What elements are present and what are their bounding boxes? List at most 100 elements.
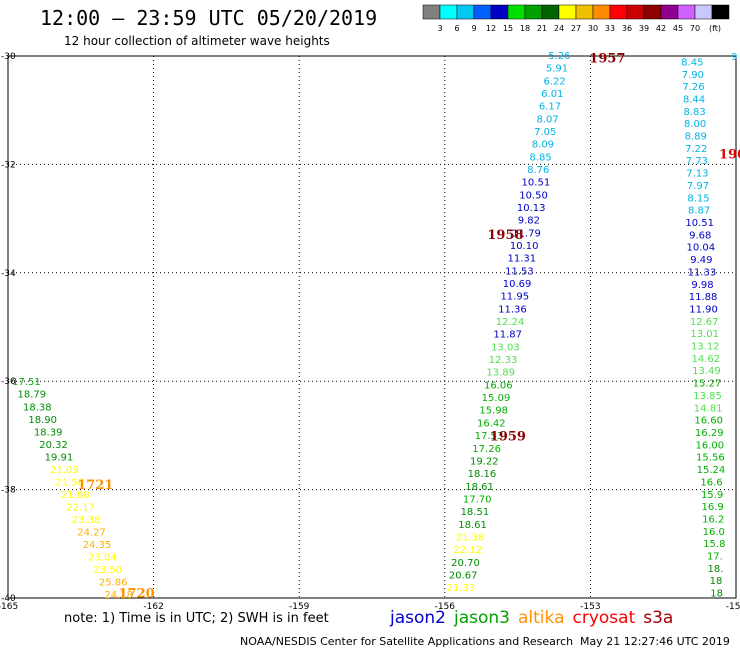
wave-height-point: 18.79 <box>18 390 47 401</box>
colorbar-unit-label: (ft) <box>709 24 721 33</box>
grid <box>7 55 737 599</box>
wave-height-point: 14.62 <box>692 354 721 365</box>
legend-item-altika: altika <box>518 608 565 628</box>
wave-height-point: 9.82 <box>518 216 540 227</box>
timestamp-text: May 21 12:27:46 UTC 2019 <box>580 635 730 648</box>
wave-height-point: 10.51 <box>685 218 714 229</box>
wave-height-point: 17. <box>707 552 723 563</box>
colorbar-swatch <box>439 4 458 20</box>
wave-height-point: 7.97 <box>687 181 709 192</box>
wave-height-point: 16.29 <box>695 428 724 439</box>
wave-height-point: 21.58 <box>56 477 85 488</box>
wave-height-point: 18.90 <box>28 415 57 426</box>
y-tick-label: -30 <box>1 52 16 62</box>
y-tick-label: -40 <box>1 594 16 604</box>
axis-ticks: -165 -162 -159 -156 -153 -150 -30 -32 -34 -36 -38 -… <box>0 52 740 612</box>
y-tick-label: -34 <box>1 269 16 279</box>
wave-height-point: 15.09 <box>482 393 511 404</box>
wave-height-point: 16.0 <box>703 527 725 538</box>
colorbar-swatch <box>660 4 679 20</box>
wave-height-point: 9.68 <box>689 230 711 241</box>
wave-height-point: 20.32 <box>39 440 68 451</box>
wave-height-point: 15.24 <box>697 465 726 476</box>
wave-height-point: 15.9 <box>701 490 723 501</box>
x-tick-label: -153 <box>580 602 600 612</box>
colorbar-tick-label: 27 <box>571 24 581 33</box>
wave-height-point: 8.45 <box>681 57 703 68</box>
wave-height-point: 6.01 <box>541 89 563 100</box>
wave-height-point: 8.85 <box>529 152 551 163</box>
wave-height-point: 11.88 <box>689 292 718 303</box>
wave-height-point: 8.00 <box>684 119 706 130</box>
colorbar-tick-label: 42 <box>656 24 666 33</box>
wave-height-point: 16.2 <box>702 514 724 525</box>
wave-height-point: 17.70 <box>463 494 492 505</box>
wave-height-point: 24.18 <box>104 590 133 601</box>
legend-item-jason2: jason2 <box>390 608 446 628</box>
wave-height-point: 7.73 <box>686 156 708 167</box>
colorbar-swatch <box>694 4 713 20</box>
wave-height-point: 21.33 <box>446 583 475 594</box>
colorbar-swatch <box>490 4 509 20</box>
pass-time-label: 1958 <box>487 228 523 243</box>
wave-height-point: 16.06 <box>484 380 513 391</box>
page-title: 12:00 – 23:59 UTC 05/20/2019 <box>40 6 378 30</box>
x-tick-label: -165 <box>0 602 18 612</box>
pass-labels: 1721 1720 1957 1958 1959 190 <box>77 52 740 602</box>
colorbar-swatch <box>558 4 577 20</box>
wave-height-point: 10.51 <box>522 178 551 189</box>
wave-height-point: 11.95 <box>500 292 529 303</box>
colorbar-tick-label: 45 <box>673 24 683 33</box>
wave-height-point: 10.50 <box>519 190 548 201</box>
colorbar-tick-label: 30 <box>588 24 598 33</box>
wave-height-point: 9 <box>731 52 737 63</box>
wave-height-point: 23.38 <box>72 515 101 526</box>
wave-height-point: 5.26 <box>548 51 570 62</box>
wave-height-point: 7.13 <box>686 169 708 180</box>
wave-height-point: 21.09 <box>50 465 79 476</box>
wave-height-point: 12.24 <box>496 317 525 328</box>
colorbar-swatch <box>541 4 560 20</box>
colorbar-swatch <box>507 4 526 20</box>
wave-height-point: 11.90 <box>689 304 718 315</box>
wave-height-point: 22.17 <box>66 502 95 513</box>
colorbar-swatch <box>677 4 696 20</box>
wave-height-point: 12.33 <box>489 355 518 366</box>
wave-height-point: 14.81 <box>694 403 723 414</box>
wave-height-point: 18.51 <box>461 507 490 518</box>
wave-height-point: 16.9 <box>702 502 724 513</box>
wave-height-point: 18.61 <box>465 482 494 493</box>
colorbar-tick-label: 6 <box>454 24 459 33</box>
wave-height-point: 11.33 <box>688 267 717 278</box>
wave-height-point: 10.04 <box>686 243 715 254</box>
wave-height-point: 18.16 <box>468 469 497 480</box>
wave-height-point: 18 <box>710 589 723 600</box>
wave-height-point: 19.91 <box>45 452 74 463</box>
colorbar-swatch <box>609 4 628 20</box>
wave-height-point: 10.69 <box>503 279 532 290</box>
credit-text: NOAA/NESDIS Center for Satellite Applica… <box>240 635 574 648</box>
wave-height-point: 21.38 <box>456 532 485 543</box>
wave-height-point: 22.12 <box>454 545 483 556</box>
wave-height-point: 8.87 <box>688 206 710 217</box>
colorbar-swatch <box>575 4 594 20</box>
colorbar-tick-label: 24 <box>554 24 564 33</box>
colorbar-swatch <box>626 4 645 20</box>
wave-height-point: 17.53 <box>475 431 504 442</box>
y-tick-label: -38 <box>1 486 16 496</box>
colorbar-swatch <box>422 4 441 20</box>
wave-height-point: 8.44 <box>683 94 705 105</box>
y-tick-label: -32 <box>1 160 16 170</box>
wave-height-point: 15.56 <box>696 453 725 464</box>
wave-height-point: 23.04 <box>88 553 117 564</box>
plot-frame <box>7 55 737 599</box>
wave-height-point: 17.26 <box>472 444 501 455</box>
x-tick-label: -156 <box>435 602 456 612</box>
colorbar-tick-label: 9 <box>471 24 476 33</box>
wave-height-point: 13.89 <box>486 368 515 379</box>
x-tick-label: -150 <box>726 602 740 612</box>
satellite-legend: jason2 jason3 altika cryosat s3a <box>390 608 681 628</box>
wave-height-point: 15.98 <box>479 406 508 417</box>
wave-height-point: 13.03 <box>491 342 520 353</box>
